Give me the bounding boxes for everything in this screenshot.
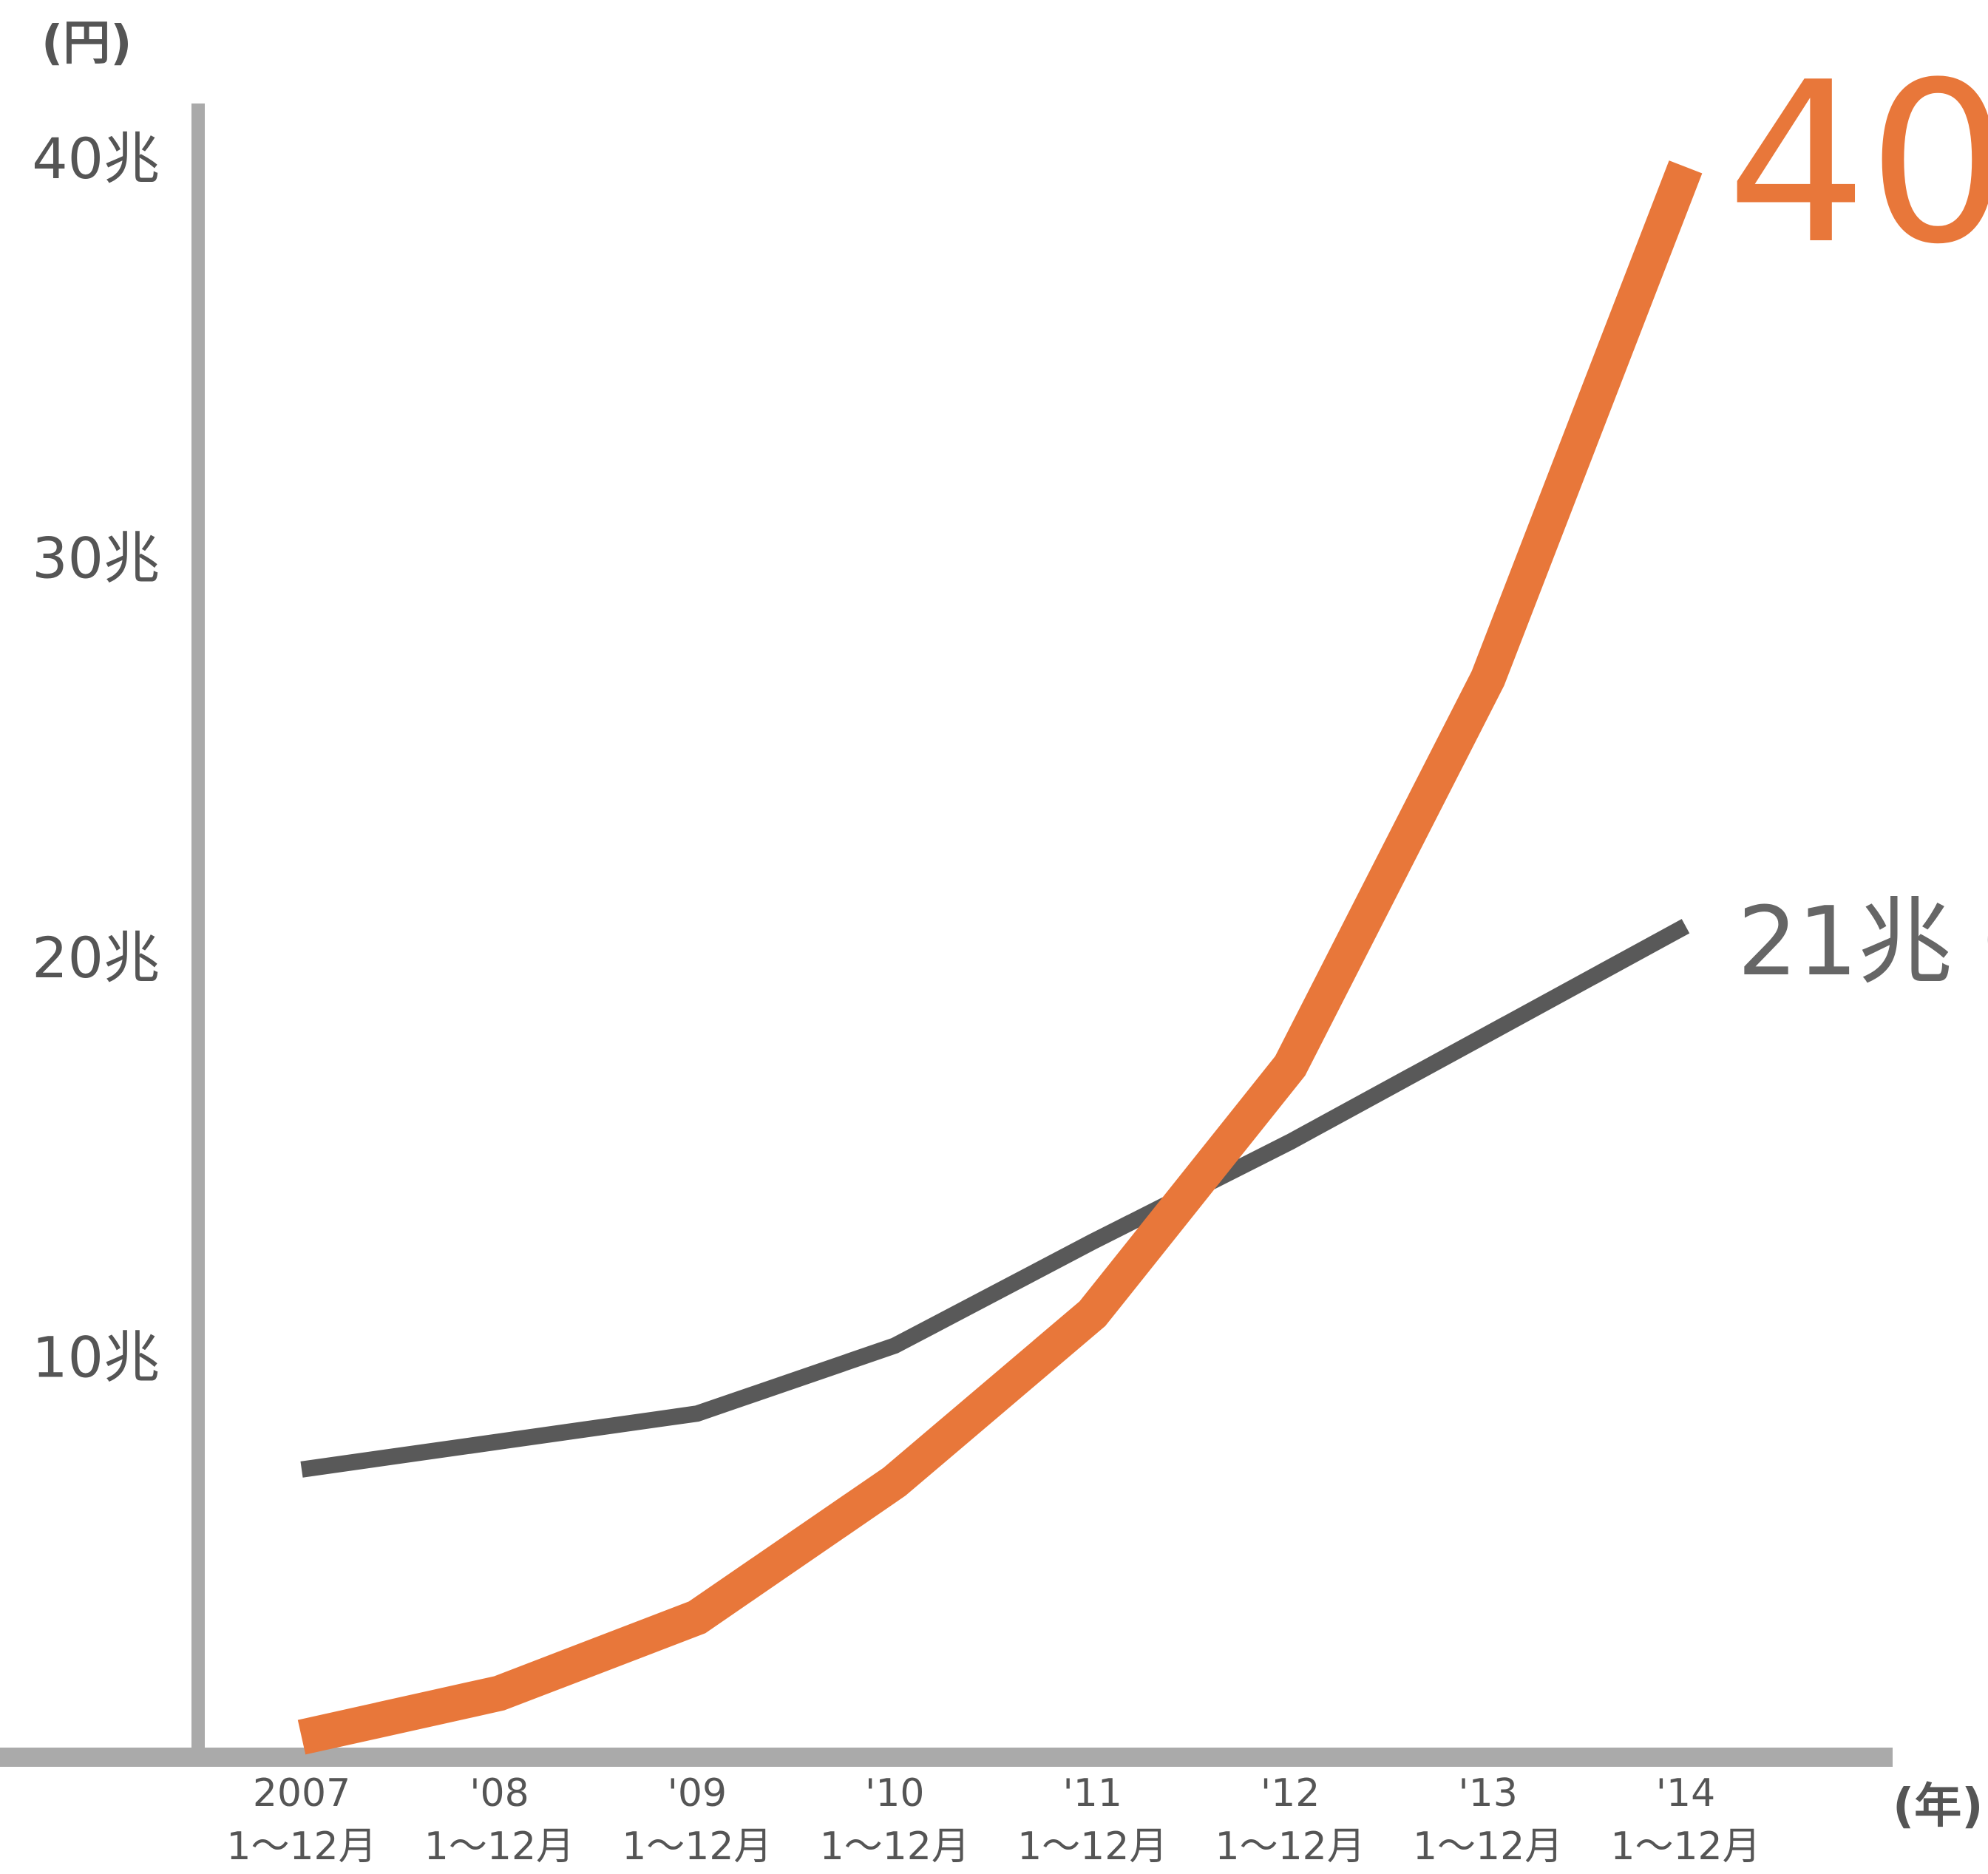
- series-1-end-label: 21兆 C: [1737, 887, 1988, 997]
- x-tick-range-label: 1〜12月: [1413, 1824, 1563, 1869]
- series-line-0: [297, 160, 1703, 1755]
- series-line-1: [300, 919, 1690, 1478]
- x-tick-labels: 2007 1〜12月 '08 1〜12月 '09 1〜12月 '10 1〜12月 '11 1〜12…: [226, 1771, 1760, 1869]
- y-tick-label: 40兆: [32, 126, 160, 191]
- x-tick-year-label: '14: [1656, 1771, 1715, 1816]
- y-tick-label: 20兆: [32, 925, 160, 991]
- x-tick-year-label: '09: [668, 1771, 727, 1816]
- x-tick-range-label: 1〜12月: [424, 1824, 574, 1869]
- x-tick-year-label: 2007: [253, 1771, 350, 1816]
- x-tick-year-label: '08: [469, 1771, 529, 1816]
- series-lines: [297, 160, 1703, 1755]
- x-tick-range-label: 1〜12月: [1017, 1824, 1167, 1869]
- x-tick-range-label: 1〜12月: [226, 1824, 376, 1869]
- x-tick-range-label: 1〜12月: [820, 1824, 970, 1869]
- x-tick-range-label: 1〜12月: [1610, 1824, 1760, 1869]
- x-tick-year-label: '13: [1458, 1771, 1517, 1816]
- series-end-labels: 40 21兆 C: [1726, 35, 1988, 997]
- x-tick-year-label: '11: [1062, 1771, 1122, 1816]
- x-axis-unit-label: (年): [1893, 1779, 1984, 1834]
- x-tick-range-label: 1〜12月: [622, 1824, 772, 1869]
- y-tick-labels: 10兆 20兆 30兆 40兆: [32, 126, 160, 1391]
- series-0-end-label: 40: [1726, 35, 1988, 293]
- y-axis-unit-label: (円): [41, 16, 132, 71]
- y-tick-label: 30兆: [32, 526, 160, 591]
- x-tick-year-label: '10: [865, 1771, 924, 1816]
- y-tick-label: 10兆: [32, 1325, 160, 1391]
- x-tick-range-label: 1〜12月: [1215, 1824, 1366, 1869]
- x-tick-year-label: '12: [1261, 1771, 1320, 1816]
